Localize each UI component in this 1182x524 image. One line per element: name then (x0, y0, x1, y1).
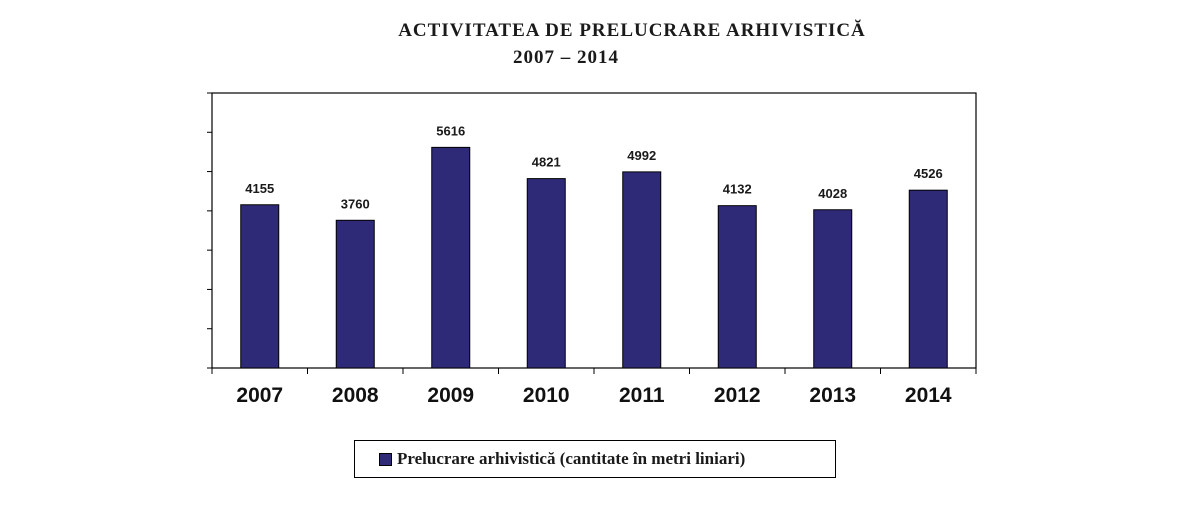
plot-area (211, 92, 977, 369)
bar-2013 (813, 209, 853, 369)
data-label-2011: 4992 (627, 148, 656, 163)
bar-2009 (431, 146, 471, 369)
x-axis-ticks (211, 368, 977, 374)
x-axis-labels: 2007 2008 2009 2010 2011 2012 2013 2014 (236, 384, 952, 407)
x-label-2007: 2007 (236, 384, 283, 407)
bar-2012 (717, 205, 757, 369)
x-label-2008: 2008 (332, 384, 379, 407)
x-label-2011: 2011 (619, 384, 665, 407)
data-label-2013: 4028 (818, 186, 847, 201)
data-label-2009: 5616 (436, 123, 465, 138)
legend: Prelucrare arhivistică (cantitate în met… (354, 440, 836, 478)
y-axis-ticks (207, 92, 212, 369)
bar-2014 (908, 189, 948, 369)
chart-title: ACTIVITATEA DE PRELUCRARE ARHIVISTICĂ (398, 20, 866, 41)
bar-2010 (526, 178, 566, 369)
bar-2011 (622, 171, 662, 369)
x-label-2014: 2014 (905, 384, 952, 407)
bar-2008 (335, 219, 375, 369)
data-label-2012: 4132 (723, 182, 752, 197)
x-label-2010: 2010 (523, 384, 570, 407)
chart-subtitle: 2007 – 2014 (513, 47, 619, 68)
data-label-2014: 4526 (914, 166, 943, 181)
legend-swatch (379, 452, 392, 466)
data-label-2008: 3760 (341, 196, 370, 211)
x-label-2009: 2009 (427, 384, 474, 407)
x-label-2013: 2013 (809, 384, 856, 407)
bar-series (240, 146, 948, 369)
data-labels: 4155 3760 5616 4821 4992 4132 4028 4526 (245, 123, 942, 211)
legend-label: Prelucrare arhivistică (cantitate în met… (397, 449, 746, 468)
data-label-2007: 4155 (245, 181, 274, 196)
bar-2007 (240, 204, 280, 369)
x-label-2012: 2012 (714, 384, 761, 407)
data-label-2010: 4821 (532, 155, 561, 170)
